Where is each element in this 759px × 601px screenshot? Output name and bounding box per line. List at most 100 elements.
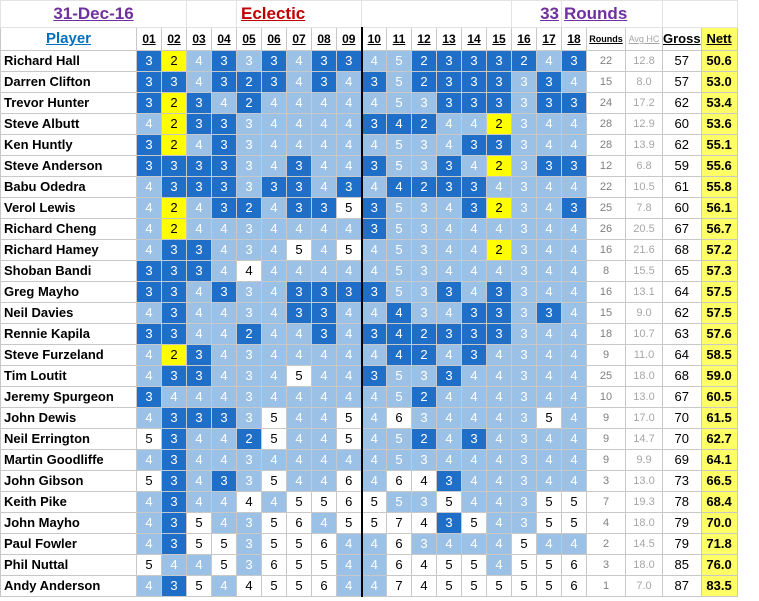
player-row[interactable]: Trevor Hunter 3 2 3 4 2 4 4 4 4 4 5 3 3 3 3 3 3 3 24 17.2 62 5… [0, 92, 738, 114]
hole-header-17[interactable]: 17 [536, 27, 562, 51]
player-name[interactable]: Jeremy Spurgeon [0, 386, 137, 408]
hole-header-16[interactable]: 16 [511, 27, 537, 51]
hole-score: 4 [186, 386, 212, 408]
player-row[interactable]: Neil Errington 5 3 4 4 2 5 4 4 5 4 5 2 4 3 4 3 4 4 9 14.7 70 6… [0, 428, 738, 450]
hole-header-13[interactable]: 13 [436, 27, 462, 51]
gross-column-header[interactable]: Gross [662, 27, 702, 51]
nett-score: 76.0 [700, 554, 738, 576]
player-row[interactable]: Martin Goodliffe 4 3 4 4 3 4 4 4 4 4 5 3 4 4 4 3 4 4 9 9.9 69… [0, 449, 738, 471]
hole-score: 4 [161, 386, 187, 408]
player-name[interactable]: Keith Pike [0, 491, 137, 513]
hole-header-08[interactable]: 08 [311, 27, 337, 51]
hole-header-07[interactable]: 07 [286, 27, 312, 51]
player-name[interactable]: Richard Hall [0, 50, 137, 72]
player-row[interactable]: Darren Clifton 3 3 4 3 2 3 4 3 4 3 5 2 3 3 3 3 3 4 15 8.0 57 5… [0, 71, 738, 93]
player-row[interactable]: Keith Pike 4 3 4 4 4 4 5 5 6 5 5 3 5 4 4 3 5 5 7 19.3 78 68.4 [0, 491, 738, 513]
hole-header-12[interactable]: 12 [411, 27, 437, 51]
hole-header-11[interactable]: 11 [386, 27, 412, 51]
hole-score: 3 [411, 449, 437, 471]
player-row[interactable]: Richard Cheng 4 2 4 4 3 4 4 4 4 3 5 3 4 4 4 3 4 4 26 20.5 67 5… [0, 218, 738, 240]
player-name[interactable]: Tim Loutit [0, 365, 137, 387]
hole-header-04[interactable]: 04 [211, 27, 237, 51]
player-name[interactable]: Greg Mayho [0, 281, 137, 303]
player-row[interactable]: Steve Anderson 3 3 3 3 3 4 3 4 4 3 5 3 3 4 2 3 3 3 12 6.8 59 5… [0, 155, 738, 177]
hole-score: 5 [386, 155, 412, 177]
rounds-column-header[interactable]: Rounds [586, 27, 626, 51]
player-name[interactable]: Steve Anderson [0, 155, 137, 177]
player-name[interactable]: John Dewis [0, 407, 137, 429]
player-name[interactable]: Richard Hamey [0, 239, 137, 261]
hole-score: 4 [286, 92, 312, 114]
player-name[interactable]: Paul Fowler [0, 533, 137, 555]
player-name[interactable]: Steve Furzeland [0, 344, 137, 366]
player-name[interactable]: Steve Albutt [0, 113, 137, 135]
player-row[interactable]: Andy Anderson 4 3 5 4 4 5 5 6 4 4 7 4 5 5 5 5 5 6 1 7.0 87 83.… [0, 575, 738, 597]
hole-score: 3 [236, 344, 262, 366]
player-row[interactable]: Ken Huntly 3 2 4 3 3 4 4 4 4 4 5 3 4 3 3 3 4 4 28 13.9 62 55.1 [0, 134, 738, 156]
hole-header-03[interactable]: 03 [186, 27, 212, 51]
nett-column-header[interactable]: Nett [700, 27, 738, 51]
player-name[interactable]: Richard Cheng [0, 218, 137, 240]
player-row[interactable]: Steve Albutt 4 2 3 3 3 4 4 4 4 3 4 2 4 4 2 3 4 4 28 12.9 60 53… [0, 113, 738, 135]
hole-score: 3 [236, 407, 262, 429]
hole-score: 3 [261, 71, 287, 93]
player-name[interactable]: Martin Goodliffe [0, 449, 137, 471]
player-row[interactable]: Jeremy Spurgeon 3 4 4 4 3 4 4 4 4 4 5 2 4 4 4 3 4 4 10 13.0 6… [0, 386, 738, 408]
hole-header-05[interactable]: 05 [236, 27, 262, 51]
player-column-header[interactable]: Player [0, 27, 137, 51]
hole-score: 3 [236, 134, 262, 156]
player-name[interactable]: Shoban Bandi [0, 260, 137, 282]
player-name[interactable]: Darren Clifton [0, 71, 137, 93]
player-row[interactable]: Greg Mayho 3 3 4 3 3 4 3 3 3 3 5 3 3 4 3 3 4 4 16 13.1 64 57.5 [0, 281, 738, 303]
hole-score: 2 [411, 113, 437, 135]
hole-score: 4 [311, 239, 337, 261]
player-name[interactable]: Andy Anderson [0, 575, 137, 597]
player-row[interactable]: Richard Hall 3 2 4 3 3 3 4 3 3 4 5 2 3 3 3 2 4 3 22 12.8 57 50… [0, 50, 738, 72]
hole-header-14[interactable]: 14 [461, 27, 487, 51]
hole-score: 3 [161, 575, 187, 597]
player-row[interactable]: Steve Furzeland 4 2 3 4 3 4 4 4 4 4 4 2 4 3 4 3 4 4 9 11.0 64… [0, 344, 738, 366]
player-row[interactable]: Tim Loutit 4 3 3 4 3 4 5 4 4 3 5 3 3 4 4 3 4 4 25 18.0 68 59.0 [0, 365, 738, 387]
hole-header-01[interactable]: 01 [136, 27, 162, 51]
player-row[interactable]: John Mayho 4 3 5 4 3 5 6 4 5 5 7 4 3 5 4 3 5 5 4 18.0 79 70.0 [0, 512, 738, 534]
hole-score: 4 [361, 470, 387, 492]
player-row[interactable]: John Gibson 5 3 4 3 3 5 4 4 6 4 6 4 3 4 4 3 4 4 3 13.0 73 66.5 [0, 470, 738, 492]
player-name[interactable]: Neil Errington [0, 428, 137, 450]
player-row[interactable]: John Dewis 4 3 3 3 3 5 4 4 5 4 6 3 4 4 4 3 5 4 9 17.0 70 61.5 [0, 407, 738, 429]
hole-score: 4 [311, 260, 337, 282]
player-name[interactable]: Trevor Hunter [0, 92, 137, 114]
gross-score: 59 [662, 155, 702, 177]
hole-header-09[interactable]: 09 [336, 27, 363, 51]
player-name[interactable]: Phil Nuttal [0, 554, 137, 576]
player-name[interactable]: John Gibson [0, 470, 137, 492]
player-name[interactable]: Neil Davies [0, 302, 137, 324]
gross-score: 62 [662, 134, 702, 156]
hole-score: 4 [436, 407, 462, 429]
hole-score: 2 [411, 176, 437, 198]
hole-score: 6 [311, 575, 337, 597]
hole-score: 5 [211, 554, 237, 576]
player-row[interactable]: Rennie Kapila 3 3 4 4 2 4 4 3 4 3 4 2 3 3 3 3 4 4 18 10.7 63 5… [0, 323, 738, 345]
hole-header-06[interactable]: 06 [261, 27, 287, 51]
hole-score: 3 [286, 302, 312, 324]
gross-score: 79 [662, 512, 702, 534]
player-name[interactable]: Rennie Kapila [0, 323, 137, 345]
player-name[interactable]: Verol Lewis [0, 197, 137, 219]
hole-header-02[interactable]: 02 [161, 27, 187, 51]
player-row[interactable]: Richard Hamey 4 3 3 4 3 4 5 4 5 4 5 3 4 4 2 3 4 4 16 21.6 68 5… [0, 239, 738, 261]
player-row[interactable]: Babu Odedra 4 3 3 3 3 3 3 4 3 4 4 2 3 3 4 3 4 4 22 10.5 61 55.… [0, 176, 738, 198]
player-name[interactable]: Ken Huntly [0, 134, 137, 156]
player-row[interactable]: Phil Nuttal 5 4 4 5 3 6 5 5 4 4 6 4 5 5 4 5 5 6 3 18.0 85 76.0 [0, 554, 738, 576]
hole-score: 3 [211, 134, 237, 156]
player-name[interactable]: John Mayho [0, 512, 137, 534]
player-name[interactable]: Babu Odedra [0, 176, 137, 198]
hole-header-15[interactable]: 15 [486, 27, 512, 51]
player-row[interactable]: Shoban Bandi 3 3 3 4 4 4 4 4 4 4 5 3 4 4 4 3 4 4 8 15.5 65 57.… [0, 260, 738, 282]
player-row[interactable]: Paul Fowler 4 3 5 5 3 5 5 6 4 4 6 3 4 4 4 5 4 4 2 14.5 79 71.8 [0, 533, 738, 555]
hole-score: 5 [561, 491, 587, 513]
hole-header-10[interactable]: 10 [361, 27, 387, 51]
player-row[interactable]: Verol Lewis 4 2 4 3 2 4 3 3 5 3 5 3 4 3 2 3 4 3 25 7.8 60 56.1 [0, 197, 738, 219]
avg-hc-column-header[interactable]: Avg HC [625, 27, 663, 51]
hole-header-18[interactable]: 18 [561, 27, 587, 51]
player-row[interactable]: Neil Davies 4 3 4 4 3 4 3 3 4 4 4 3 4 3 3 3 3 4 15 9.0 62 57.5 [0, 302, 738, 324]
